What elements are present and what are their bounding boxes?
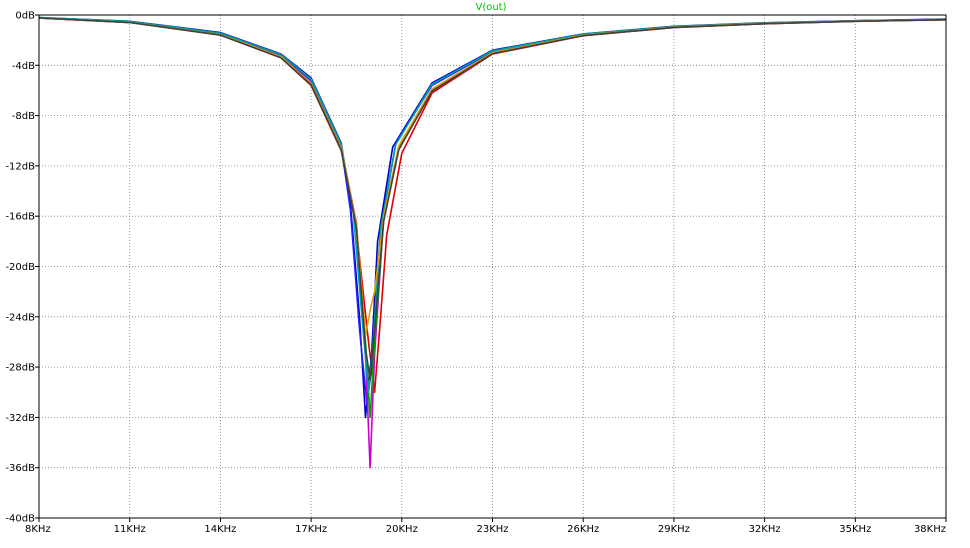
series-line-8 [38, 17, 947, 381]
x-tick-label: 29KHz [658, 524, 690, 535]
y-tick-label: -36dB [5, 463, 35, 474]
x-tick-label: 26KHz [567, 524, 599, 535]
grid [39, 15, 946, 518]
y-tick-label: -28dB [5, 363, 35, 374]
y-tick-label: -8dB [12, 111, 35, 122]
y-tick-label: -16dB [5, 212, 35, 223]
y-tick-label: -4dB [12, 61, 35, 72]
x-axis-ticks: 8KHz 11KHz 14KHz 17KHz 20KHz 23KHz 26KHz 29KHz 3… [25, 518, 947, 535]
x-tick-label: 14KHz [204, 524, 236, 535]
x-tick-label: 23KHz [476, 524, 508, 535]
y-tick-label: -24dB [5, 312, 35, 323]
x-tick-label: 38KHz [914, 524, 946, 535]
x-tick-label: 35KHz [839, 524, 871, 535]
y-axis-ticks: 0dB -4dB -8dB -12dB -16dB -20dB -24dB -28dB -32d… [5, 11, 39, 525]
x-tick-label: 20KHz [386, 524, 418, 535]
y-tick-label: -32dB [5, 413, 35, 424]
chart-title: V(out) [475, 2, 506, 13]
plot-frame [38, 14, 947, 519]
x-tick-label: 32KHz [749, 524, 781, 535]
series-line-4 [38, 17, 947, 469]
y-tick-label: -40dB [5, 514, 35, 525]
x-tick-label: 8KHz [25, 524, 51, 535]
y-tick-label: -20dB [5, 262, 35, 273]
x-tick-label: 11KHz [114, 524, 146, 535]
y-tick-label: -12dB [5, 161, 35, 172]
series-traces [38, 16, 947, 469]
y-tick-label: 0dB [15, 11, 35, 22]
x-tick-label: 17KHz [295, 524, 327, 535]
